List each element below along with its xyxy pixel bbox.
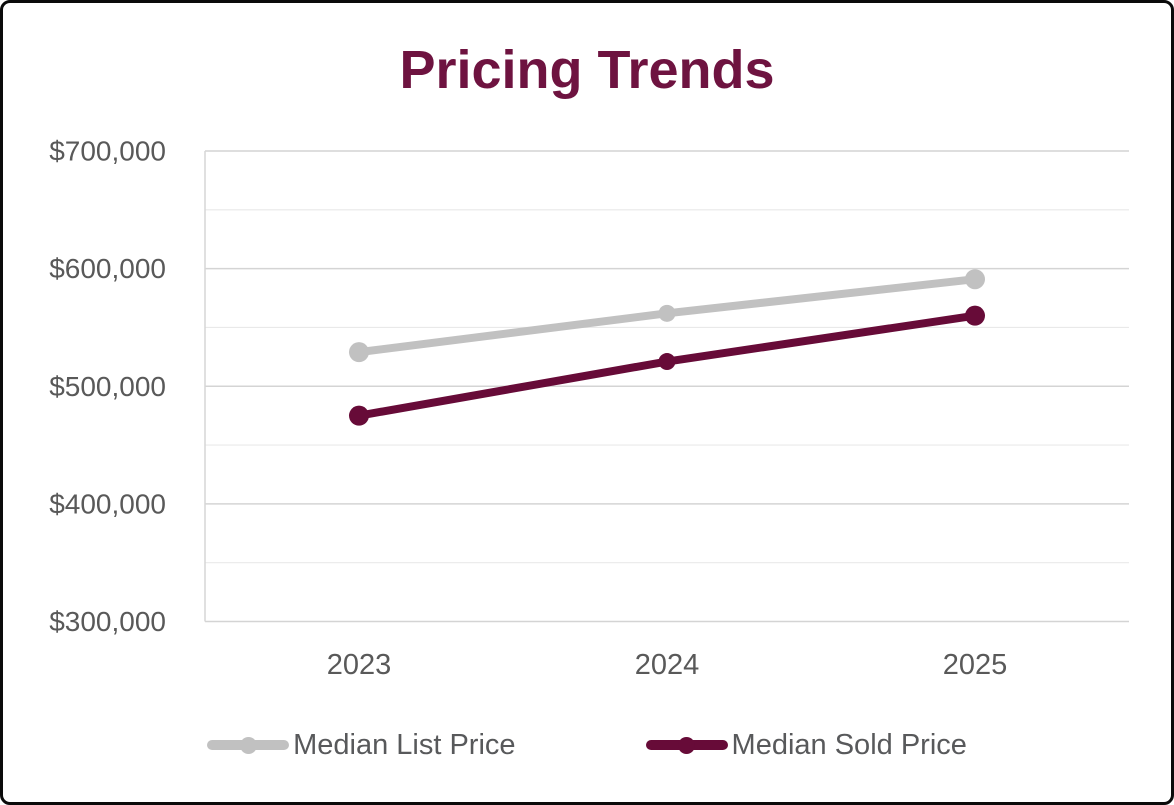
x-axis-tick-label: 2025	[943, 649, 1008, 681]
chart-title: Pricing Trends	[399, 40, 775, 100]
y-axis-tick-label: $600,000	[49, 253, 166, 284]
legend-marker-dot-icon	[239, 736, 257, 754]
legend-item-median-sold-price: Median Sold Price	[645, 728, 967, 762]
chart-legend: Median List Price Median Sold Price	[3, 719, 1171, 771]
data-point-marker	[965, 305, 985, 326]
legend-label-median-list-price: Median List Price	[293, 728, 516, 761]
data-point-marker	[965, 269, 985, 290]
legend-item-median-list-price: Median List Price	[207, 728, 516, 762]
x-axis-tick-label: 2023	[327, 649, 392, 681]
pricing-trends-line-chart: $300,000 $400,000 $500,000 $600,000 $700,000…	[49, 136, 1129, 681]
x-axis-tick-label: 2024	[635, 649, 700, 681]
y-axis-tick-label: $400,000	[49, 488, 166, 519]
legend-marker-median-sold-price	[645, 736, 728, 754]
legend-marker-dot-icon	[678, 736, 696, 754]
data-point-marker	[658, 353, 676, 371]
data-point-marker	[658, 304, 676, 322]
y-axis-tick-label: $700,000	[49, 136, 166, 167]
data-point-marker	[349, 342, 369, 363]
y-axis-tick-label: $300,000	[49, 606, 166, 637]
legend-label-median-sold-price: Median Sold Price	[731, 728, 967, 761]
data-point-marker	[349, 405, 369, 426]
y-axis-tick-label: $500,000	[49, 371, 166, 402]
legend-marker-median-list-price	[207, 736, 290, 754]
